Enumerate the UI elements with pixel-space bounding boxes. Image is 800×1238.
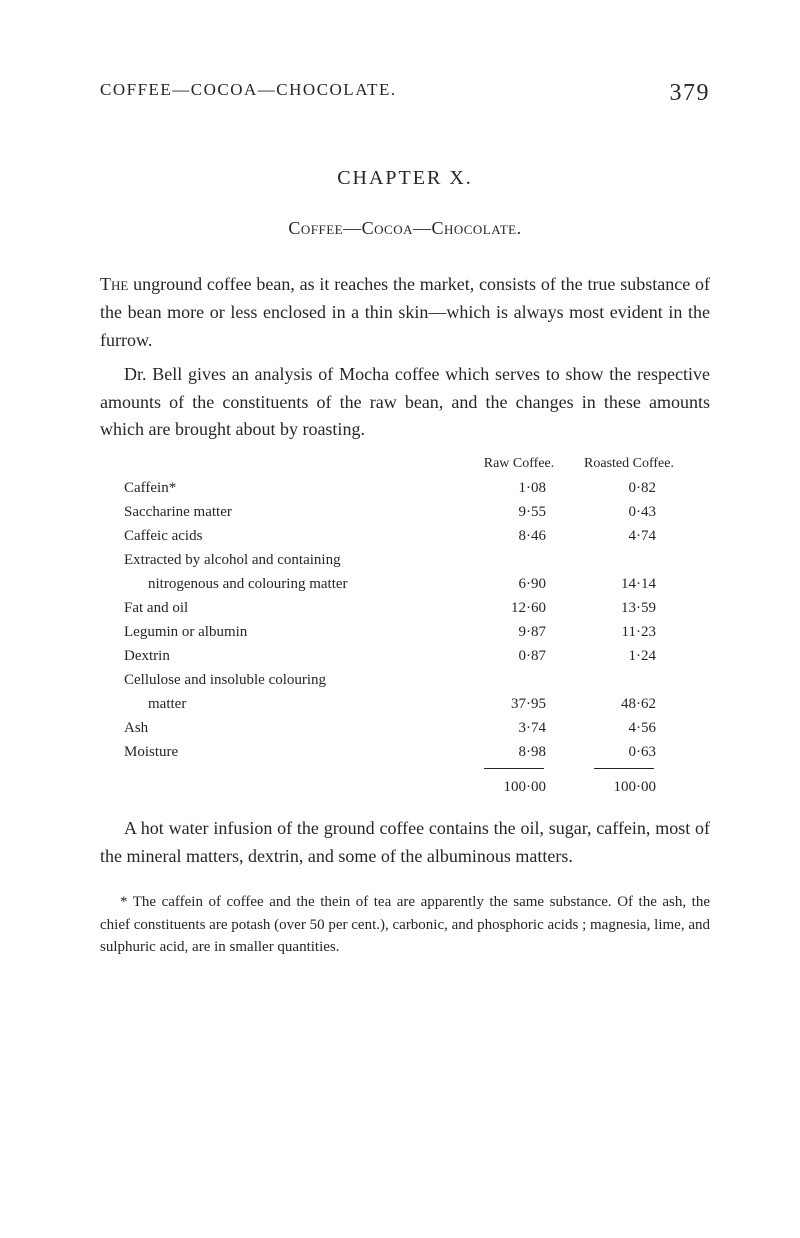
row-label: Ash bbox=[124, 716, 464, 740]
row-raw: 8·46 bbox=[464, 524, 574, 548]
row-label: Saccharine matter bbox=[124, 500, 464, 524]
paragraph-2: Dr. Bell gives an analysis of Mocha coff… bbox=[100, 361, 710, 445]
row-roasted: 13·59 bbox=[574, 596, 684, 620]
row-raw: 37·95 bbox=[464, 692, 574, 716]
rule-spacer bbox=[124, 764, 464, 773]
row-roasted: 4·56 bbox=[574, 716, 684, 740]
table-row: Cellulose and insoluble colouring bbox=[124, 668, 710, 692]
row-label: Cellulose and insoluble colouring bbox=[124, 668, 464, 692]
table-row: Legumin or albumin 9·87 11·23 bbox=[124, 620, 710, 644]
row-raw bbox=[464, 668, 574, 692]
chapter-title: CHAPTER X. bbox=[100, 167, 710, 190]
row-roasted: 48·62 bbox=[574, 692, 684, 716]
row-roasted: 4·74 bbox=[574, 524, 684, 548]
chapter-subtitle: Coffee—Cocoa—Chocolate. bbox=[100, 218, 710, 239]
row-raw bbox=[464, 548, 574, 572]
table-rule bbox=[124, 764, 710, 773]
row-raw: 1·08 bbox=[464, 476, 574, 500]
row-label: Moisture bbox=[124, 740, 464, 764]
rule-roasted bbox=[594, 768, 654, 773]
paragraph-1-rest: unground coffee bean, as it reaches the … bbox=[100, 274, 710, 350]
row-raw: 9·87 bbox=[464, 620, 574, 644]
table-row: Moisture 8·98 0·63 bbox=[124, 740, 710, 764]
table-header-row: Raw Coffee. Roasted Coffee. bbox=[124, 456, 710, 472]
total-raw: 100·00 bbox=[464, 775, 574, 799]
row-label: Legumin or albumin bbox=[124, 620, 464, 644]
row-roasted bbox=[574, 548, 684, 572]
row-roasted: 0·82 bbox=[574, 476, 684, 500]
table-total-row: 100·00 100·00 bbox=[124, 775, 710, 799]
total-roasted: 100·00 bbox=[574, 775, 684, 799]
table-row: Ash 3·74 4·56 bbox=[124, 716, 710, 740]
running-header: COFFEE—COCOA—CHOCOLATE. 379 bbox=[100, 80, 710, 107]
row-label: nitrogenous and colouring matter bbox=[124, 572, 464, 596]
row-roasted: 14·14 bbox=[574, 572, 684, 596]
total-spacer bbox=[124, 775, 464, 799]
table-row: matter 37·95 48·62 bbox=[124, 692, 710, 716]
row-label: Caffeic acids bbox=[124, 524, 464, 548]
col-header-roasted: Roasted Coffee. bbox=[574, 456, 684, 472]
table-header-spacer bbox=[124, 456, 464, 472]
table-row: Extracted by alcohol and containing bbox=[124, 548, 710, 572]
col-header-raw: Raw Coffee. bbox=[464, 456, 574, 472]
row-roasted: 0·43 bbox=[574, 500, 684, 524]
rule-raw bbox=[484, 768, 544, 773]
row-raw: 9·55 bbox=[464, 500, 574, 524]
row-label: Extracted by alcohol and containing bbox=[124, 548, 464, 572]
table-row: Caffein* 1·08 0·82 bbox=[124, 476, 710, 500]
table-row: nitrogenous and colouring matter 6·90 14… bbox=[124, 572, 710, 596]
row-roasted: 11·23 bbox=[574, 620, 684, 644]
row-label: matter bbox=[124, 692, 464, 716]
footnote: * The caffein of coffee and the thein of… bbox=[100, 891, 710, 959]
table-row: Dextrin 0·87 1·24 bbox=[124, 644, 710, 668]
row-roasted: 0·63 bbox=[574, 740, 684, 764]
row-raw: 12·60 bbox=[464, 596, 574, 620]
row-raw: 6·90 bbox=[464, 572, 574, 596]
row-raw: 8·98 bbox=[464, 740, 574, 764]
table-row: Saccharine matter 9·55 0·43 bbox=[124, 500, 710, 524]
row-raw: 0·87 bbox=[464, 644, 574, 668]
composition-table: Raw Coffee. Roasted Coffee. Caffein* 1·0… bbox=[124, 456, 710, 799]
row-raw: 3·74 bbox=[464, 716, 574, 740]
row-label: Caffein* bbox=[124, 476, 464, 500]
page-number: 379 bbox=[670, 80, 711, 107]
running-title: COFFEE—COCOA—CHOCOLATE. bbox=[100, 80, 397, 107]
row-label: Fat and oil bbox=[124, 596, 464, 620]
table-row: Caffeic acids 8·46 4·74 bbox=[124, 524, 710, 548]
lead-word: The bbox=[100, 274, 128, 294]
row-label: Dextrin bbox=[124, 644, 464, 668]
paragraph-3: A hot water infusion of the ground coffe… bbox=[100, 815, 710, 871]
row-roasted: 1·24 bbox=[574, 644, 684, 668]
row-roasted bbox=[574, 668, 684, 692]
paragraph-1: The unground coffee bean, as it reaches … bbox=[100, 271, 710, 355]
table-row: Fat and oil 12·60 13·59 bbox=[124, 596, 710, 620]
